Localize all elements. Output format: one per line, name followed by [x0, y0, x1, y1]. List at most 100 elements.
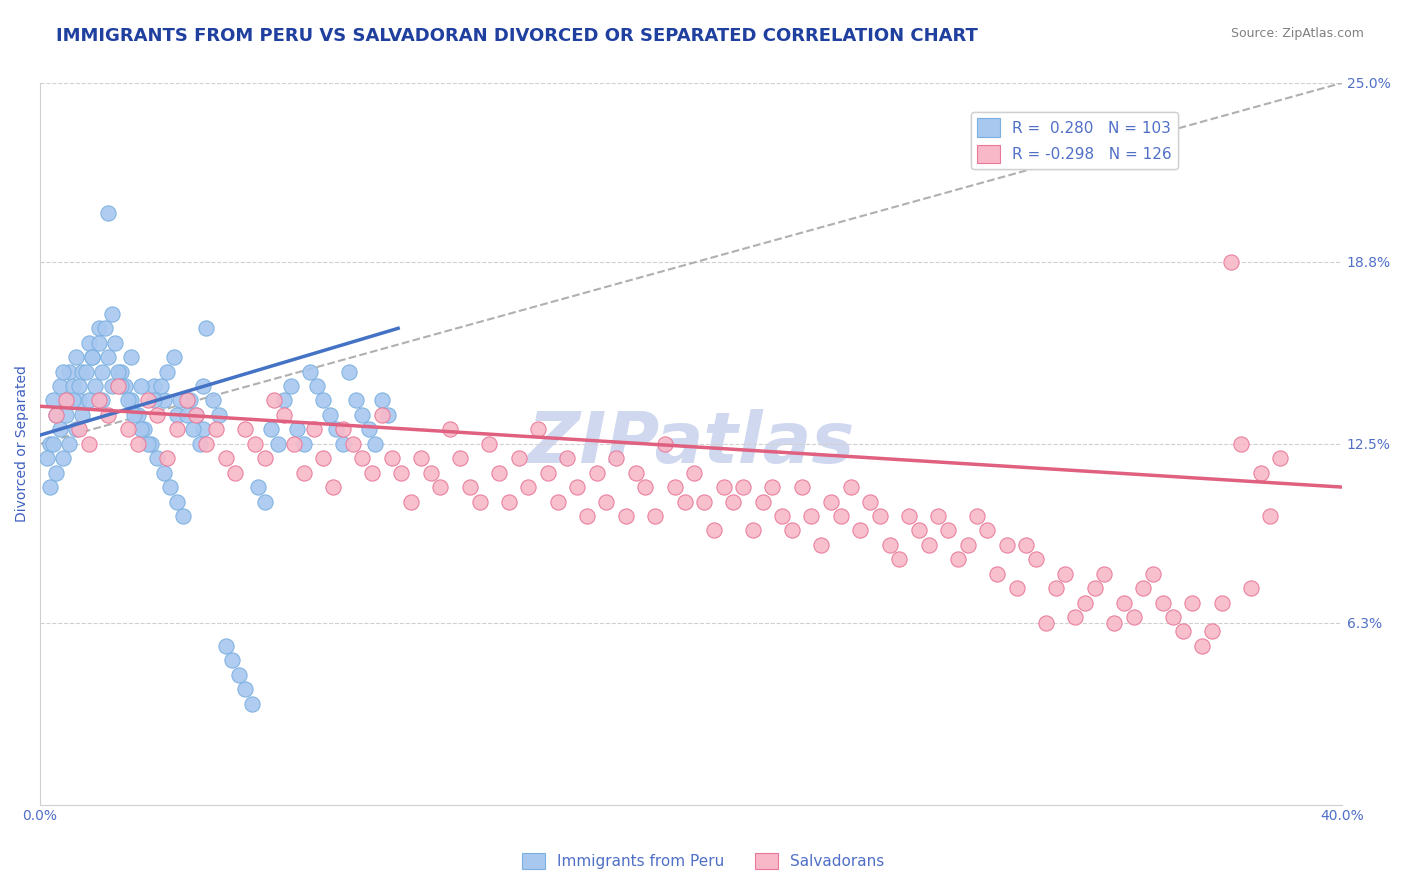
- Point: [247, 480, 270, 494]
- Point: [879, 538, 901, 552]
- Point: [830, 508, 852, 523]
- Point: [1250, 466, 1272, 480]
- Point: [136, 437, 159, 451]
- Point: [439, 422, 461, 436]
- Point: [908, 524, 931, 538]
- Point: [62, 379, 84, 393]
- Point: [243, 437, 266, 451]
- Point: [35, 451, 58, 466]
- Point: [859, 494, 882, 508]
- Point: [344, 393, 367, 408]
- Point: [221, 653, 243, 667]
- Point: [488, 466, 510, 480]
- Point: [166, 408, 188, 422]
- Point: [337, 365, 360, 379]
- Point: [82, 350, 104, 364]
- Point: [114, 379, 136, 393]
- Point: [152, 393, 174, 408]
- Point: [302, 422, 325, 436]
- Point: [478, 437, 501, 451]
- Point: [733, 480, 755, 494]
- Point: [537, 466, 560, 480]
- Text: ZIPatlas: ZIPatlas: [527, 409, 855, 478]
- Point: [181, 422, 204, 436]
- Point: [172, 508, 194, 523]
- Point: [129, 422, 152, 436]
- Point: [97, 206, 120, 220]
- Point: [176, 393, 198, 408]
- Point: [97, 350, 120, 364]
- Point: [191, 422, 214, 436]
- Point: [260, 422, 283, 436]
- Legend: Immigrants from Peru, Salvadorans: Immigrants from Peru, Salvadorans: [516, 847, 890, 875]
- Point: [1230, 437, 1253, 451]
- Point: [305, 379, 328, 393]
- Point: [389, 466, 412, 480]
- Point: [325, 422, 347, 436]
- Point: [48, 422, 70, 436]
- Point: [585, 466, 607, 480]
- Point: [55, 393, 77, 408]
- Point: [149, 379, 172, 393]
- Point: [127, 408, 149, 422]
- Point: [898, 508, 921, 523]
- Point: [1191, 639, 1213, 653]
- Point: [179, 393, 201, 408]
- Point: [104, 335, 127, 350]
- Point: [110, 365, 132, 379]
- Point: [869, 508, 891, 523]
- Point: [186, 408, 208, 422]
- Point: [790, 480, 813, 494]
- Point: [208, 408, 231, 422]
- Point: [87, 335, 110, 350]
- Point: [87, 393, 110, 408]
- Point: [1152, 596, 1174, 610]
- Point: [143, 393, 166, 408]
- Point: [253, 494, 276, 508]
- Point: [191, 379, 214, 393]
- Point: [995, 538, 1018, 552]
- Point: [1084, 581, 1107, 595]
- Point: [84, 379, 107, 393]
- Point: [107, 379, 129, 393]
- Point: [780, 524, 803, 538]
- Point: [527, 422, 550, 436]
- Point: [77, 393, 100, 408]
- Point: [429, 480, 451, 494]
- Point: [228, 667, 250, 681]
- Point: [77, 335, 100, 350]
- Point: [1005, 581, 1028, 595]
- Point: [107, 365, 129, 379]
- Point: [810, 538, 832, 552]
- Point: [292, 437, 315, 451]
- Point: [352, 451, 374, 466]
- Point: [723, 494, 745, 508]
- Point: [800, 508, 823, 523]
- Point: [214, 639, 236, 653]
- Point: [377, 408, 399, 422]
- Point: [280, 379, 302, 393]
- Point: [1260, 508, 1282, 523]
- Point: [1045, 581, 1067, 595]
- Point: [319, 408, 342, 422]
- Point: [42, 437, 65, 451]
- Point: [77, 437, 100, 451]
- Point: [143, 379, 166, 393]
- Point: [45, 408, 67, 422]
- Point: [72, 408, 94, 422]
- Point: [38, 437, 60, 451]
- Point: [233, 682, 256, 697]
- Point: [75, 365, 97, 379]
- Point: [761, 480, 783, 494]
- Point: [152, 466, 174, 480]
- Point: [1161, 610, 1184, 624]
- Text: Source: ZipAtlas.com: Source: ZipAtlas.com: [1230, 27, 1364, 40]
- Point: [253, 451, 276, 466]
- Point: [683, 466, 706, 480]
- Point: [110, 379, 132, 393]
- Point: [195, 321, 218, 335]
- Point: [1270, 451, 1292, 466]
- Point: [120, 350, 142, 364]
- Point: [1132, 581, 1154, 595]
- Point: [342, 437, 364, 451]
